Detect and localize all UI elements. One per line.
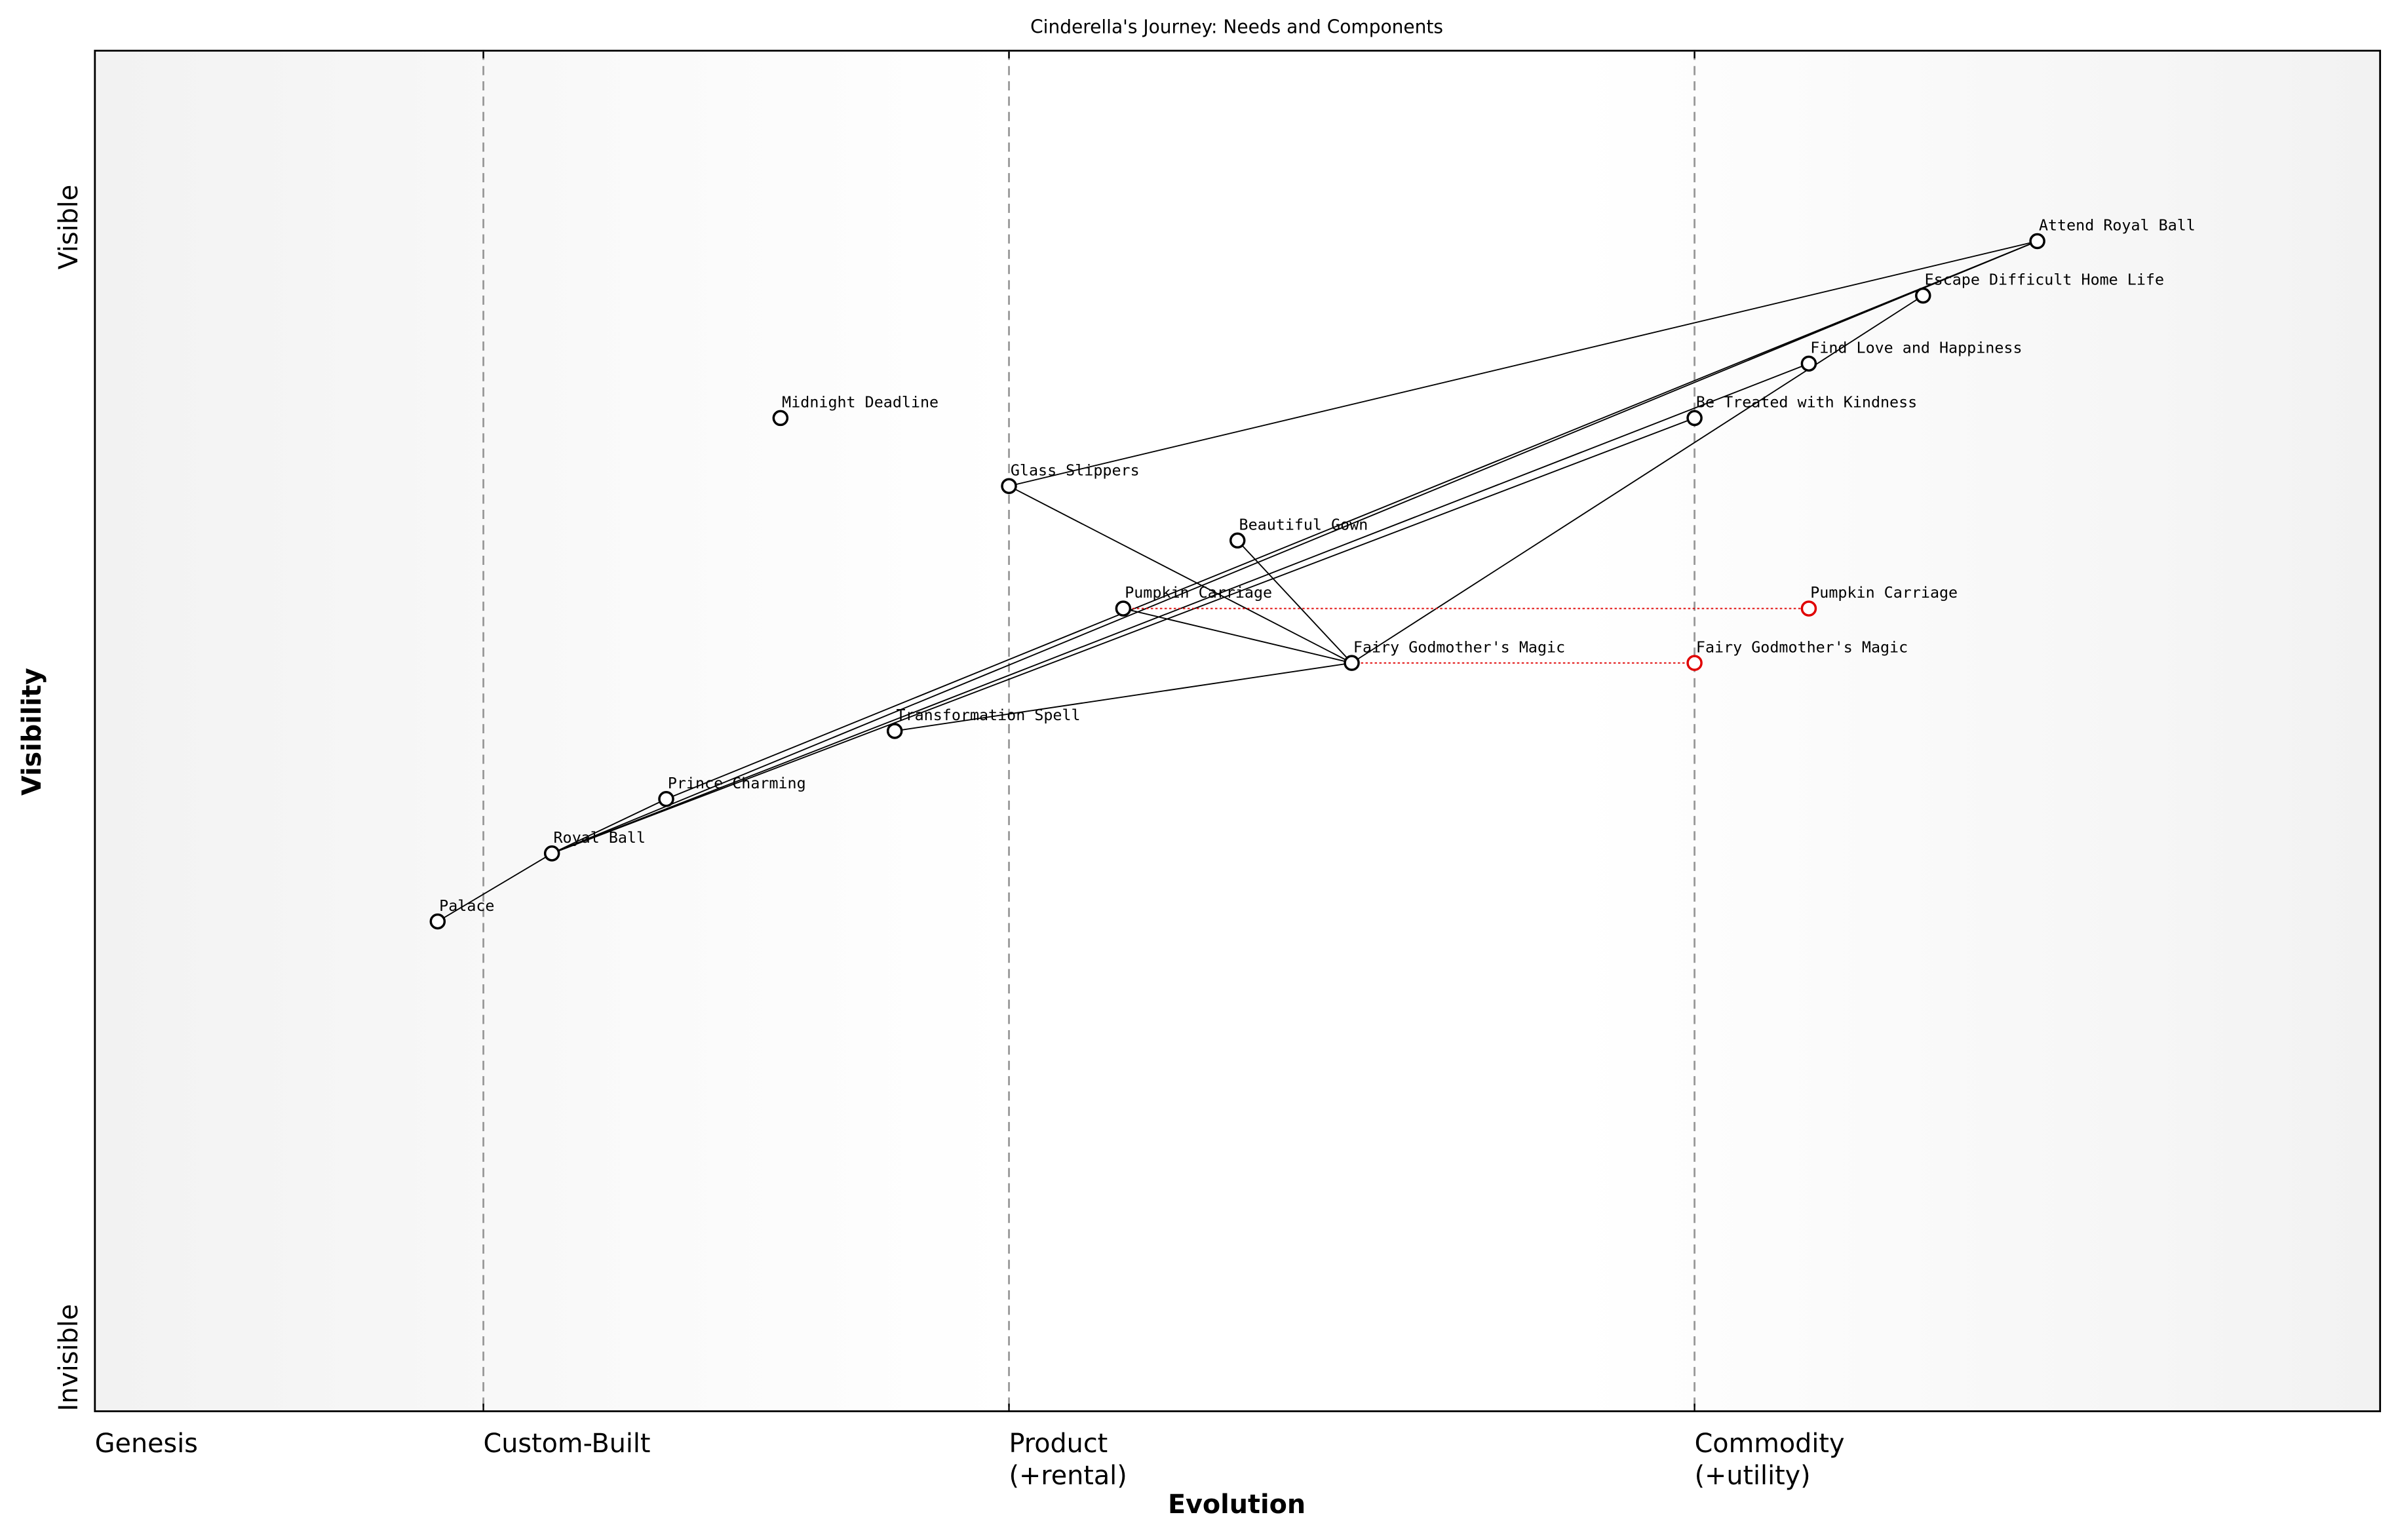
- component-label: Fairy Godmother's Magic: [1353, 638, 1565, 656]
- chart-title: Cinderella's Journey: Needs and Componen…: [1030, 16, 1443, 37]
- component: [1344, 655, 1360, 671]
- evolve-point: [1800, 600, 1817, 617]
- component: [886, 723, 903, 739]
- component-label: Find Love and Happiness: [1810, 339, 2022, 357]
- link: [551, 241, 2038, 855]
- x-tick-label: Commodity (+utility): [1695, 1428, 1845, 1490]
- component: [1686, 410, 1703, 427]
- component: [1800, 355, 1817, 372]
- x-tick-label: Custom-Built: [484, 1428, 651, 1458]
- link: [1123, 607, 1352, 664]
- component-label: Pumpkin Carriage: [1125, 583, 1272, 602]
- y-top-label: Visible: [54, 185, 84, 270]
- component: [1001, 478, 1017, 494]
- component-label: Royal Ball: [554, 828, 646, 847]
- component-label: Transformation Spell: [897, 706, 1081, 724]
- component: [772, 410, 789, 427]
- link: [666, 241, 2038, 800]
- evolve-label: Fairy Godmother's Magic: [1696, 638, 1908, 656]
- component-label: Be Treated with Kindness: [1696, 393, 1917, 412]
- component-label: Attend Royal Ball: [2039, 216, 2196, 235]
- y-axis-title: Visibility: [17, 668, 47, 796]
- evolve-label: Pumpkin Carriage: [1810, 583, 1958, 602]
- y-bottom-label: Invisible: [54, 1304, 84, 1412]
- link: [551, 417, 1695, 855]
- link: [1351, 295, 1924, 664]
- component: [1115, 600, 1132, 617]
- component-label: Prince Charming: [668, 774, 806, 792]
- link: [437, 853, 552, 922]
- link: [1237, 540, 1353, 664]
- evolve-point: [1686, 655, 1703, 671]
- link: [551, 798, 667, 855]
- x-tick-label: Genesis: [95, 1428, 198, 1458]
- x-axis-title: Evolution: [1168, 1490, 1306, 1520]
- component-label: Escape Difficult Home Life: [1925, 271, 2164, 289]
- link: [1009, 241, 2038, 487]
- component: [1915, 287, 1931, 304]
- component: [658, 790, 674, 807]
- component: [2029, 233, 2045, 250]
- component-label: Beautiful Gown: [1239, 515, 1368, 533]
- plot-area: [94, 49, 2382, 1412]
- component-label: Midnight Deadline: [782, 393, 939, 412]
- link: [895, 662, 1352, 732]
- component-label: Glass Slippers: [1011, 461, 1140, 479]
- component: [1229, 532, 1246, 549]
- x-tick-label: Product (+rental): [1009, 1428, 1127, 1490]
- link: [1009, 485, 1352, 664]
- component: [543, 845, 560, 862]
- component: [429, 913, 446, 930]
- component-label: Palace: [439, 896, 494, 915]
